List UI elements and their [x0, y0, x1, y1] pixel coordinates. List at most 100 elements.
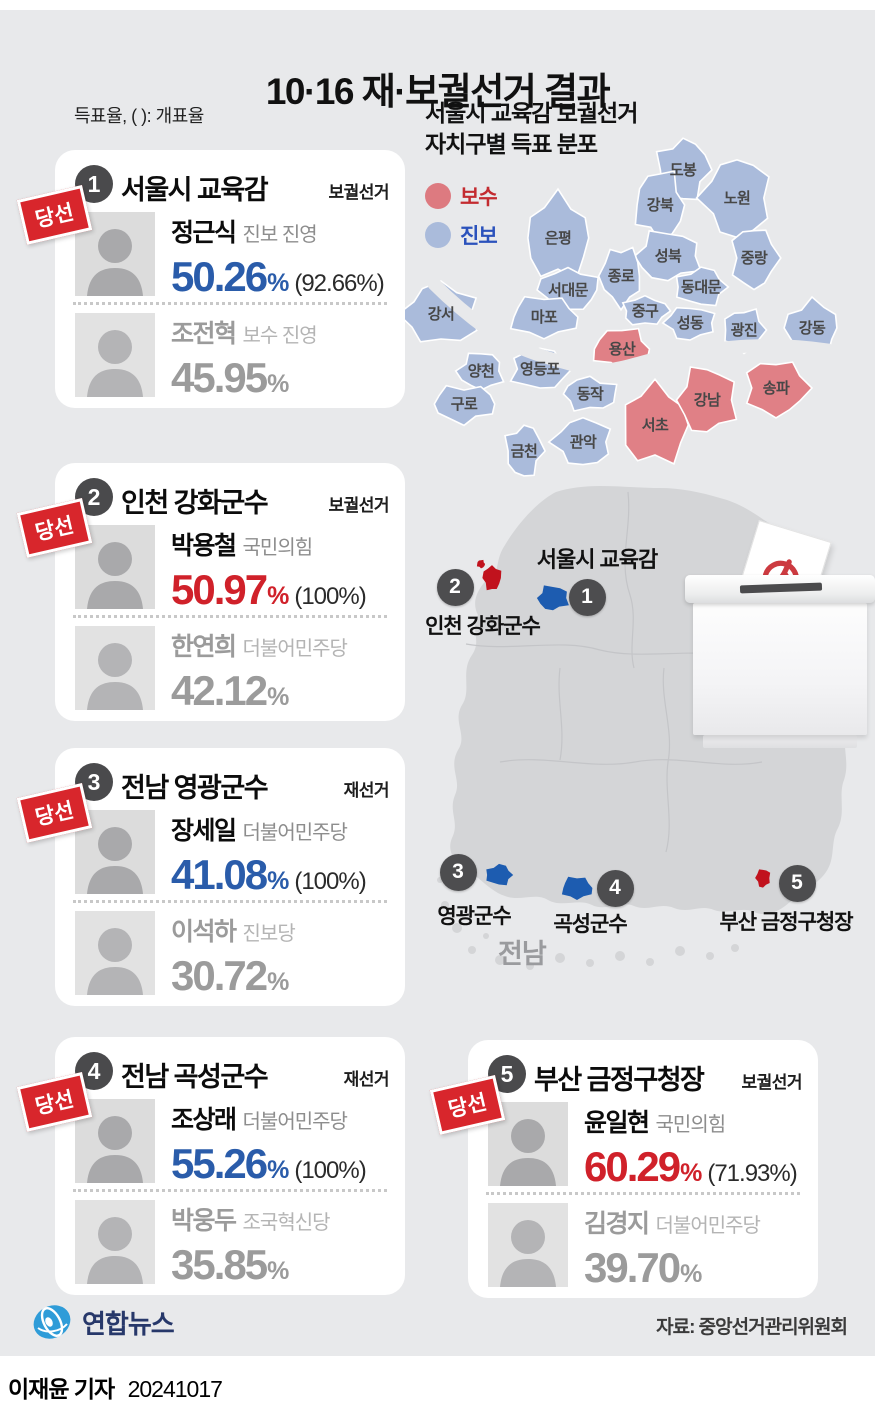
island: [441, 901, 449, 909]
island: [646, 958, 654, 966]
runner-up-name: 한연희: [171, 633, 237, 661]
map-marker-5: 5: [778, 864, 816, 902]
winner-name: 윤일현: [584, 1109, 650, 1137]
island: [731, 944, 739, 952]
result-card-4: 당선 4 전남 곡성군수 재선거 조상래 더불어민주당 55.26% (100%): [16, 1037, 405, 1295]
winner-name: 장세일: [171, 817, 237, 845]
runner-up-name: 조전혁: [171, 320, 237, 348]
winner-percent: 41.08: [171, 851, 268, 898]
runner-up-info: 김경지 더불어민주당 39.70%: [584, 1203, 798, 1292]
source-credit: 자료: 중앙선거관리위원회: [656, 1317, 848, 1338]
seoul-district-송파: [745, 361, 814, 419]
winner-photo: [75, 810, 155, 894]
seoul-district-label-금천: 금천: [511, 442, 538, 460]
seoul-district-중구: [621, 294, 672, 326]
election-spot-1: [536, 585, 569, 611]
top-margin: [0, 0, 875, 10]
island: [468, 946, 476, 954]
legend-row-진보: 진보: [425, 220, 498, 250]
seoul-district-강북: [634, 170, 686, 243]
seoul-district-label-종로: 종로: [608, 268, 635, 285]
ballot-box-illustration: [685, 520, 875, 760]
percent-sign: %: [267, 582, 290, 610]
counted-percent: (100%): [294, 583, 366, 610]
seoul-district-label-중구: 중구: [632, 303, 659, 320]
runner-up-info: 조전혁 보수 진영 45.95%: [171, 313, 385, 402]
race-title: 서울시 교육감: [121, 175, 269, 205]
legend-swatch-icon: [425, 183, 451, 209]
seoul-district-마포: [509, 295, 579, 340]
ballot-slot: [739, 582, 823, 594]
winner-row: 장세일 더불어민주당 41.08% (100%): [75, 810, 385, 898]
dotted-divider: [73, 1189, 387, 1192]
runner-up-photo: [75, 1200, 155, 1284]
map-marker-4: 4: [596, 869, 634, 907]
counted-percent: (92.66%): [294, 270, 384, 297]
dotted-divider: [73, 302, 387, 305]
dotted-divider: [73, 615, 387, 618]
seoul-district-종로: [597, 246, 641, 312]
election-spot-2: [476, 559, 486, 569]
seoul-district-label-중랑: 중랑: [741, 249, 768, 267]
winner-row: 조상래 더불어민주당 55.26% (100%): [75, 1099, 385, 1187]
runner-up-info: 이석하 진보당 30.72%: [171, 911, 385, 1000]
counted-percent: (100%): [294, 868, 366, 895]
province-border: [499, 759, 763, 765]
seoul-district-label-용산: 용산: [609, 341, 636, 358]
election-type: 재선거: [343, 781, 390, 800]
island: [675, 946, 685, 956]
winner-row: 박용철 국민의힘 50.97% (100%): [75, 525, 385, 613]
percent-sign: %: [267, 968, 290, 996]
seoul-district-label-구로: 구로: [451, 396, 478, 413]
result-card-3: 당선 3 전남 영광군수 재선거 장세일 더불어민주당 41.08% (100%): [16, 748, 405, 1006]
result-card-1: 당선 1 서울시 교육감 보궐선거 정근식 진보 진영 50.26% (92.66%…: [16, 150, 405, 408]
result-card-5: 당선 5 부산 금정구청장 보궐선거 윤일현 국민의힘 60.29% (71.93%…: [429, 1040, 818, 1298]
seoul-district-label-양천: 양천: [468, 362, 495, 380]
card-header: 5 부산 금정구청장 보궐선거: [468, 1040, 818, 1096]
winner-info: 박용철 국민의힘 50.97% (100%): [171, 525, 385, 614]
percent-sign: %: [680, 1260, 703, 1288]
runner-up-row: 이석하 진보당 30.72%: [75, 911, 385, 999]
result-card-2: 당선 2 인천 강화군수 보궐선거 박용철 국민의힘 50.97% (100%): [16, 463, 405, 721]
seoul-district-label-은평: 은평: [545, 229, 572, 247]
card-header: 2 인천 강화군수 보궐선거: [55, 463, 405, 519]
credit-strip: 이재윤 기자 20241017: [0, 1356, 875, 1411]
map-marker-label-1: 서울시 교육감: [536, 547, 659, 572]
election-spot-5: [755, 869, 771, 888]
dotted-divider: [486, 1192, 800, 1195]
seoul-district-label-강동: 강동: [799, 319, 826, 337]
winner-party: 국민의힘: [655, 1114, 727, 1136]
runner-up-row: 김경지 더불어민주당 39.70%: [488, 1203, 798, 1291]
map-marker-label-2: 인천 강화군수: [425, 615, 541, 638]
runner-up-percent: 30.72: [171, 952, 268, 999]
runner-up-row: 조전혁 보수 진영 45.95%: [75, 313, 385, 401]
winner-party: 더불어민주당: [242, 1111, 348, 1133]
runner-up-name: 박웅두: [171, 1207, 237, 1235]
seoul-district-label-성동: 성동: [677, 314, 704, 332]
race-title: 전남 영광군수: [121, 773, 269, 803]
seoul-district-서초: [624, 377, 690, 466]
map-marker-label-3: 영광군수: [437, 905, 511, 928]
seoul-district-동작: [562, 375, 618, 412]
election-type: 보궐선거: [328, 496, 389, 515]
runner-up-info: 한연희 더불어민주당 42.12%: [171, 626, 385, 715]
seoul-district-label-서대문: 서대문: [548, 282, 589, 299]
winner-name: 조상래: [171, 1106, 237, 1134]
seoul-district-label-노원: 노원: [724, 190, 751, 207]
vote-rate-note: 득표율, ( ): 개표율: [74, 106, 204, 126]
seoul-district-label-강서: 강서: [428, 305, 455, 323]
race-title: 부산 금정구청장: [534, 1065, 705, 1095]
percent-sign: %: [267, 269, 290, 297]
seoul-district-label-성북: 성북: [655, 247, 682, 265]
percent-sign: %: [267, 1257, 290, 1285]
winner-info: 정근식 진보 진영 50.26% (92.66%): [171, 212, 385, 301]
rank-badge: 3: [75, 763, 113, 801]
credit-date: 20241017: [127, 1376, 223, 1402]
winner-percent: 60.29: [584, 1143, 681, 1190]
province-border: [662, 667, 671, 853]
runner-up-name: 이석하: [171, 918, 237, 946]
reporter-name: 이재윤 기자: [8, 1376, 115, 1402]
page-title: 10·16 재·보궐선거 결과: [265, 70, 611, 112]
winner-party: 더불어민주당: [242, 822, 348, 844]
